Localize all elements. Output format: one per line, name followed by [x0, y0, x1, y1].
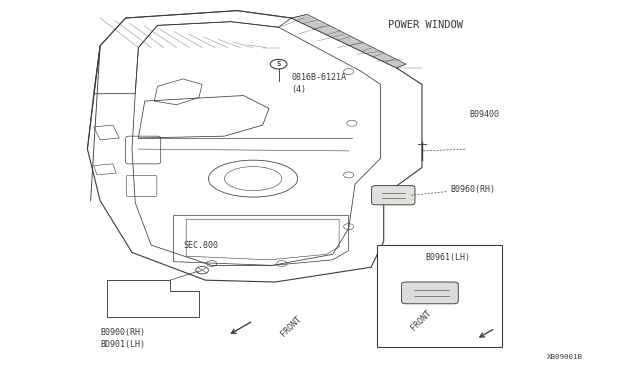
Text: FRONT: FRONT: [278, 314, 303, 338]
Text: B0900(RH)
BD901(LH): B0900(RH) BD901(LH): [100, 328, 145, 349]
Polygon shape: [291, 14, 406, 68]
Text: S: S: [276, 61, 281, 67]
Text: B09400: B09400: [470, 109, 500, 119]
Text: XB09001B: XB09001B: [547, 353, 583, 360]
Text: POWER WINDOW: POWER WINDOW: [388, 20, 463, 31]
FancyBboxPatch shape: [372, 186, 415, 205]
Text: B0960(RH): B0960(RH): [451, 185, 495, 194]
Text: SEC.800: SEC.800: [183, 241, 218, 250]
Circle shape: [196, 266, 209, 274]
Bar: [378, 245, 502, 347]
Text: 0816B-6121A
(4): 0816B-6121A (4): [291, 73, 346, 94]
Text: FRONT: FRONT: [409, 309, 433, 333]
FancyBboxPatch shape: [401, 282, 458, 304]
Circle shape: [270, 60, 287, 69]
Text: B0961(LH): B0961(LH): [425, 253, 470, 263]
